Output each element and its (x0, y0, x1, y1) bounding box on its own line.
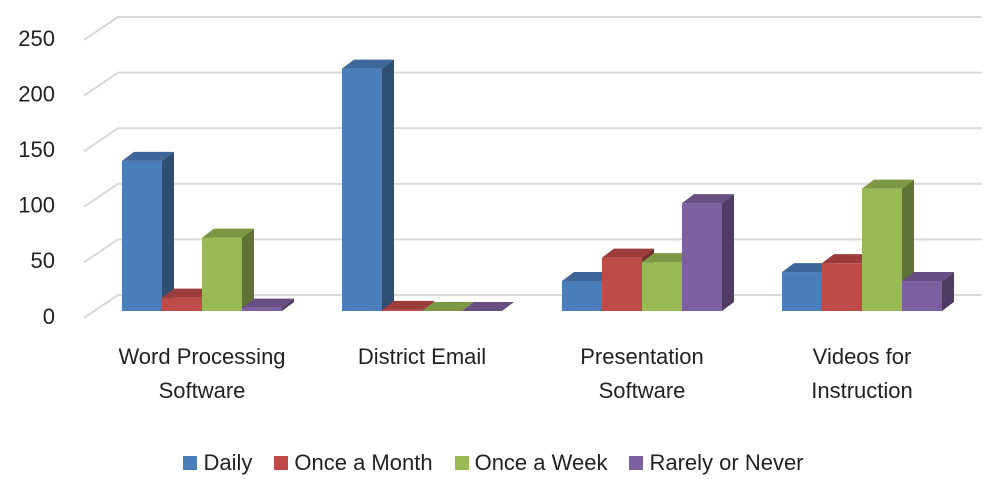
legend-label: Once a Month (294, 450, 433, 475)
legend-item: Daily (183, 450, 252, 476)
x-tick-label: District Email (357, 344, 487, 369)
bar (122, 151, 174, 311)
bar-side (382, 59, 394, 311)
bar-top (342, 59, 394, 69)
bar-top (422, 302, 474, 311)
bar-front (782, 272, 822, 311)
bar-top (782, 263, 834, 273)
bar-side (282, 298, 294, 311)
bar-front (162, 297, 202, 311)
bar-front (242, 307, 282, 311)
bar-top (902, 271, 954, 281)
y-tick-label: 100 (18, 193, 55, 218)
bar-side (722, 194, 734, 311)
bar-side (162, 151, 174, 311)
grid-line (83, 182, 982, 208)
legend-swatch (454, 456, 469, 470)
bar (902, 271, 954, 311)
bar-top (462, 302, 514, 311)
y-tick-label: 250 (18, 26, 55, 51)
bar (382, 300, 434, 311)
bar-front (902, 280, 942, 311)
bar-front (202, 237, 242, 311)
bar-top (382, 300, 434, 310)
bar-front (602, 257, 642, 311)
legend: Daily Once a Month Once a Week Rarely or Ne… (0, 450, 987, 476)
bar (342, 59, 394, 311)
bar-front (642, 262, 682, 311)
bar-front (382, 309, 422, 311)
bar-top (682, 194, 734, 204)
bar-top (242, 298, 294, 308)
legend-item: Once a Month (274, 450, 433, 476)
legend-swatch (629, 456, 644, 470)
legend-item: Rarely or Never (629, 450, 804, 476)
y-tick-label: 0 (43, 304, 55, 329)
bar-top (202, 228, 254, 238)
x-tick-label: Presentation Software (580, 344, 704, 403)
bar (422, 302, 474, 311)
x-tick-label: Word Processing Software (118, 344, 286, 403)
bar-front (682, 203, 722, 311)
grid-line (83, 127, 982, 153)
grid-line (83, 71, 982, 97)
bar-front (122, 160, 162, 311)
y-tick-label: 150 (18, 137, 55, 162)
bar (462, 302, 514, 311)
bar (242, 298, 294, 311)
legend-label: Daily (203, 450, 253, 475)
bar-top (642, 253, 694, 263)
bar-top (562, 271, 614, 281)
bar-side (242, 228, 254, 311)
legend-swatch (183, 456, 198, 470)
bar-top (122, 151, 174, 161)
legend-label: Rarely or Never (649, 450, 804, 475)
bar-top (162, 288, 214, 298)
bar (782, 263, 834, 311)
bar-side (422, 300, 434, 311)
bar-top (822, 254, 874, 264)
x-tick-label: Videos for Instruction (811, 344, 913, 403)
legend-swatch (274, 456, 289, 470)
y-tick-label: 50 (31, 248, 55, 273)
bar-top (602, 248, 654, 258)
bar-front (862, 188, 902, 311)
bar-front (342, 68, 382, 311)
legend-label: Once a Week (474, 450, 608, 475)
bar-side (942, 271, 954, 311)
grid-line (83, 16, 982, 41)
bar-top (862, 179, 914, 189)
y-tick-label: 200 (18, 81, 55, 106)
bar-front (562, 280, 602, 311)
bar (202, 228, 254, 311)
legend-item: Once a Week (454, 450, 608, 476)
bar-front (822, 263, 862, 311)
bar (682, 194, 734, 311)
